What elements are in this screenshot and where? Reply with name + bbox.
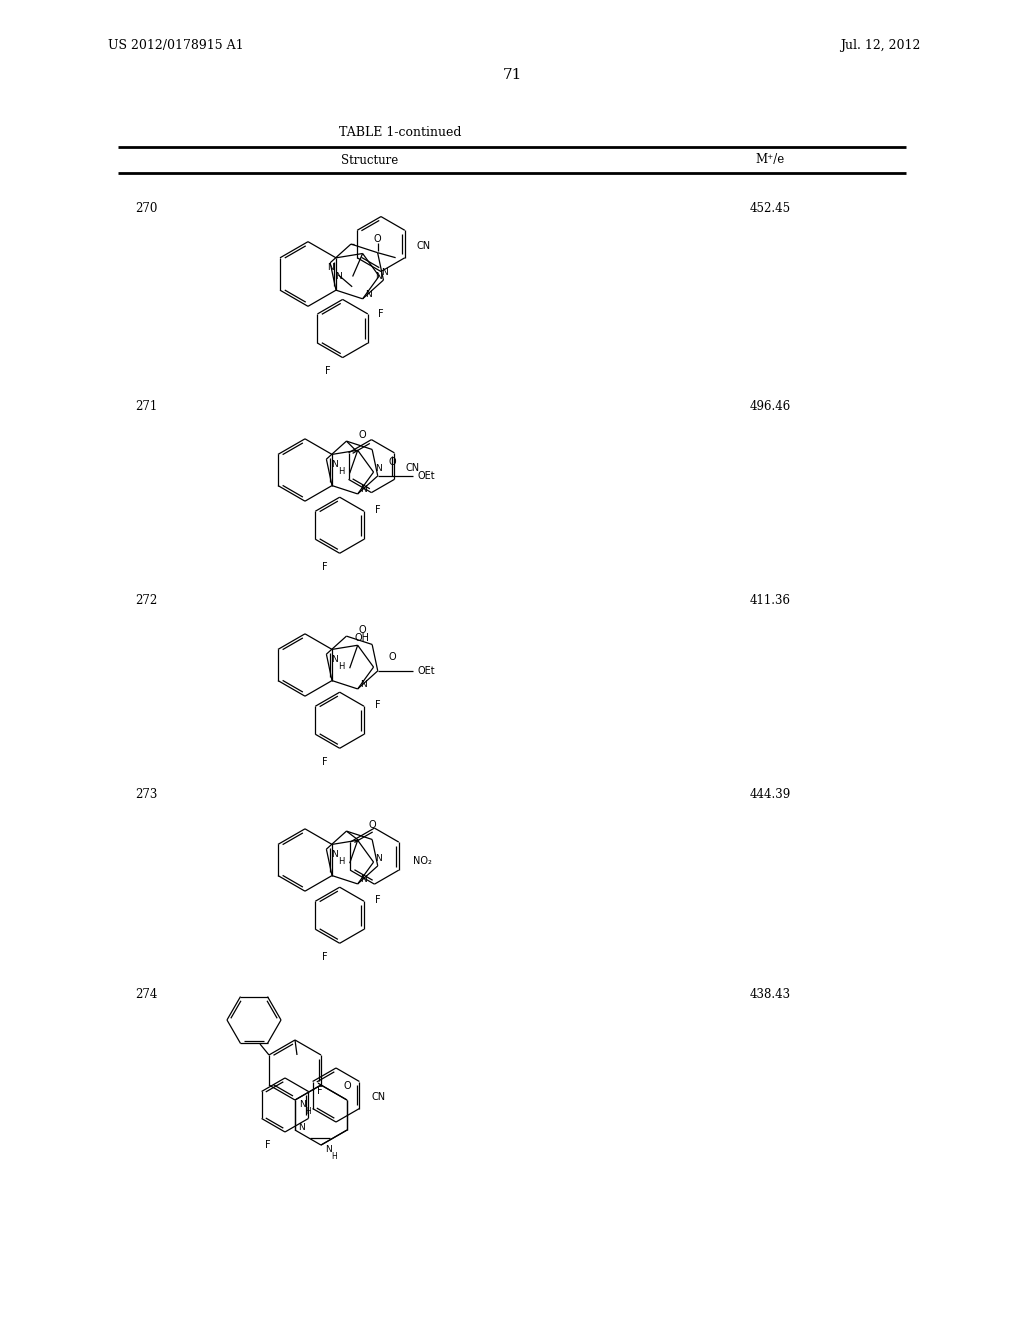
Text: OEt: OEt — [418, 471, 435, 480]
Text: N: N — [332, 850, 338, 859]
Text: N: N — [327, 263, 334, 272]
Text: N: N — [381, 268, 388, 277]
Text: N: N — [298, 1122, 305, 1131]
Text: F: F — [325, 366, 331, 375]
Text: H: H — [338, 467, 345, 475]
Text: US 2012/0178915 A1: US 2012/0178915 A1 — [108, 38, 244, 51]
Text: 274: 274 — [135, 989, 158, 1002]
Text: CN: CN — [406, 463, 420, 473]
Text: O: O — [389, 457, 396, 467]
Text: O: O — [374, 234, 381, 244]
Text: N: N — [376, 854, 382, 862]
Text: 271: 271 — [135, 400, 158, 412]
Text: F: F — [322, 562, 328, 573]
Text: 71: 71 — [503, 69, 521, 82]
Text: O: O — [389, 652, 396, 661]
Text: N: N — [332, 655, 338, 664]
Text: O: O — [358, 626, 366, 635]
Text: N: N — [359, 875, 367, 884]
Text: 273: 273 — [135, 788, 158, 800]
Text: 272: 272 — [135, 594, 158, 606]
Text: 438.43: 438.43 — [750, 989, 791, 1002]
Text: F: F — [322, 758, 328, 767]
Text: NO₂: NO₂ — [413, 855, 432, 866]
Text: CN: CN — [417, 242, 431, 251]
Text: OEt: OEt — [418, 665, 435, 676]
Text: F: F — [375, 700, 380, 710]
Text: 270: 270 — [135, 202, 158, 215]
Text: OH: OH — [354, 634, 370, 643]
Text: H: H — [338, 857, 345, 866]
Text: TABLE 1-continued: TABLE 1-continued — [339, 125, 461, 139]
Text: N: N — [375, 272, 381, 281]
Text: H: H — [331, 1151, 337, 1160]
Text: N: N — [299, 1100, 306, 1109]
Text: Jul. 12, 2012: Jul. 12, 2012 — [840, 38, 920, 51]
Text: CN: CN — [371, 1092, 385, 1102]
Text: N: N — [376, 463, 382, 473]
Text: 411.36: 411.36 — [750, 594, 791, 606]
Text: Structure: Structure — [341, 153, 398, 166]
Text: F: F — [317, 1086, 323, 1096]
Text: H: H — [338, 661, 345, 671]
Text: O: O — [369, 821, 376, 830]
Text: N: N — [332, 459, 338, 469]
Text: O: O — [358, 430, 366, 441]
Text: N: N — [359, 680, 367, 689]
Text: M⁺/e: M⁺/e — [756, 153, 784, 166]
Text: 496.46: 496.46 — [750, 400, 791, 412]
Text: F: F — [265, 1140, 270, 1150]
Text: N: N — [335, 272, 342, 281]
Text: N: N — [325, 1144, 332, 1154]
Text: 452.45: 452.45 — [750, 202, 791, 215]
Text: N: N — [365, 290, 372, 300]
Text: H: H — [305, 1106, 310, 1115]
Text: F: F — [322, 952, 328, 962]
Text: F: F — [378, 309, 383, 318]
Text: F: F — [375, 895, 380, 906]
Text: O: O — [343, 1081, 351, 1092]
Text: F: F — [375, 506, 380, 515]
Text: N: N — [359, 486, 367, 495]
Text: 444.39: 444.39 — [750, 788, 791, 800]
